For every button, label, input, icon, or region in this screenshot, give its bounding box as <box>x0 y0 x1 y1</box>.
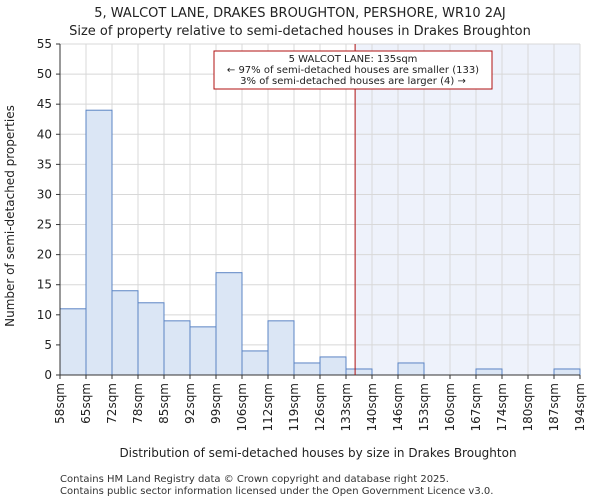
x-tick-label-160sqm: 160sqm <box>443 383 457 431</box>
annotation-line-2: ← 97% of semi-detached houses are smalle… <box>227 65 479 76</box>
y-tick-label: 55 <box>37 37 52 51</box>
x-tick-label-187sqm: 187sqm <box>547 383 561 431</box>
y-tick-label: 35 <box>37 157 52 171</box>
bar-72sqm <box>111 290 139 376</box>
bar-126sqm <box>319 356 347 376</box>
footer-line-1: Contains HM Land Registry data © Crown c… <box>60 474 449 485</box>
x-tick-label-194sqm: 194sqm <box>573 383 587 431</box>
bars <box>59 109 581 376</box>
y-tick-label: 20 <box>37 248 52 262</box>
x-tick-label-85sqm: 85sqm <box>157 383 171 424</box>
y-tick-label: 10 <box>37 308 52 322</box>
bar-99sqm <box>215 272 243 376</box>
x-tick-label-167sqm: 167sqm <box>469 383 483 431</box>
x-tick-label-133sqm: 133sqm <box>339 383 353 431</box>
bar-119sqm <box>293 362 321 376</box>
annotation-line-1: 5 WALCOT LANE: 135sqm <box>289 54 418 65</box>
footer-line-2: Contains public sector information licen… <box>60 486 493 497</box>
bar-78sqm <box>137 302 165 376</box>
y-tick-label: 40 <box>37 127 52 141</box>
y-tick-label: 50 <box>37 67 52 81</box>
y-tick-label: 30 <box>37 187 52 201</box>
y-tick-label: 15 <box>37 278 52 292</box>
bar-133sqm <box>345 368 373 376</box>
x-tick-label-112sqm: 112sqm <box>261 383 275 431</box>
annotation-border <box>213 50 493 90</box>
highlight-region <box>355 44 580 375</box>
x-tick-label-99sqm: 99sqm <box>209 383 223 424</box>
annotation-line-3: 3% of semi-detached houses are larger (4… <box>240 76 466 87</box>
y-axis-label: Number of semi-detached properties <box>3 105 17 327</box>
bar-146sqm <box>397 362 425 376</box>
x-tick-label-180sqm: 180sqm <box>521 383 535 431</box>
bar-106sqm <box>241 350 269 376</box>
bar-92sqm <box>189 326 217 376</box>
x-tick-label-78sqm: 78sqm <box>131 383 145 424</box>
x-ticks: 58sqm 65sqm 72sqm 78sqm 85sqm 92sqm 99sqm 106sq… <box>53 375 587 431</box>
bar-65sqm <box>85 109 113 376</box>
x-tick-label-153sqm: 153sqm <box>417 383 431 431</box>
bar-167sqm <box>475 368 503 376</box>
x-axis-label: Distribution of semi-detached houses by … <box>119 446 516 460</box>
chart-subtitle: Size of property relative to semi-detach… <box>69 24 531 39</box>
y-tick-label: 25 <box>37 218 52 232</box>
x-tick-label-126sqm: 126sqm <box>313 383 327 431</box>
y-tick-label: 45 <box>37 97 52 111</box>
x-tick-label-174sqm: 174sqm <box>495 383 509 431</box>
x-tick-label-146sqm: 146sqm <box>391 383 405 431</box>
bar-187sqm <box>553 368 581 376</box>
x-tick-label-72sqm: 72sqm <box>105 383 119 424</box>
x-tick-label-92sqm: 92sqm <box>183 383 197 424</box>
bar-112sqm <box>267 320 295 376</box>
x-tick-label-65sqm: 65sqm <box>79 383 93 424</box>
chart-title: 5, WALCOT LANE, DRAKES BROUGHTON, PERSHO… <box>94 6 506 21</box>
bar-85sqm <box>163 320 191 376</box>
y-tick-label: 0 <box>44 368 52 382</box>
bar-58sqm <box>59 308 87 376</box>
annotation-box: 5 WALCOT LANE: 135sqm ← 97% of semi-deta… <box>213 50 493 90</box>
y-tick-label: 5 <box>44 338 52 352</box>
y-ticks: 0 5 10 15 20 25 30 35 40 45 50 55 <box>37 37 60 382</box>
x-tick-label-106sqm: 106sqm <box>235 383 249 431</box>
x-tick-label-140sqm: 140sqm <box>365 383 379 431</box>
x-tick-label-58sqm: 58sqm <box>53 383 67 424</box>
x-tick-label-119sqm: 119sqm <box>287 383 301 431</box>
